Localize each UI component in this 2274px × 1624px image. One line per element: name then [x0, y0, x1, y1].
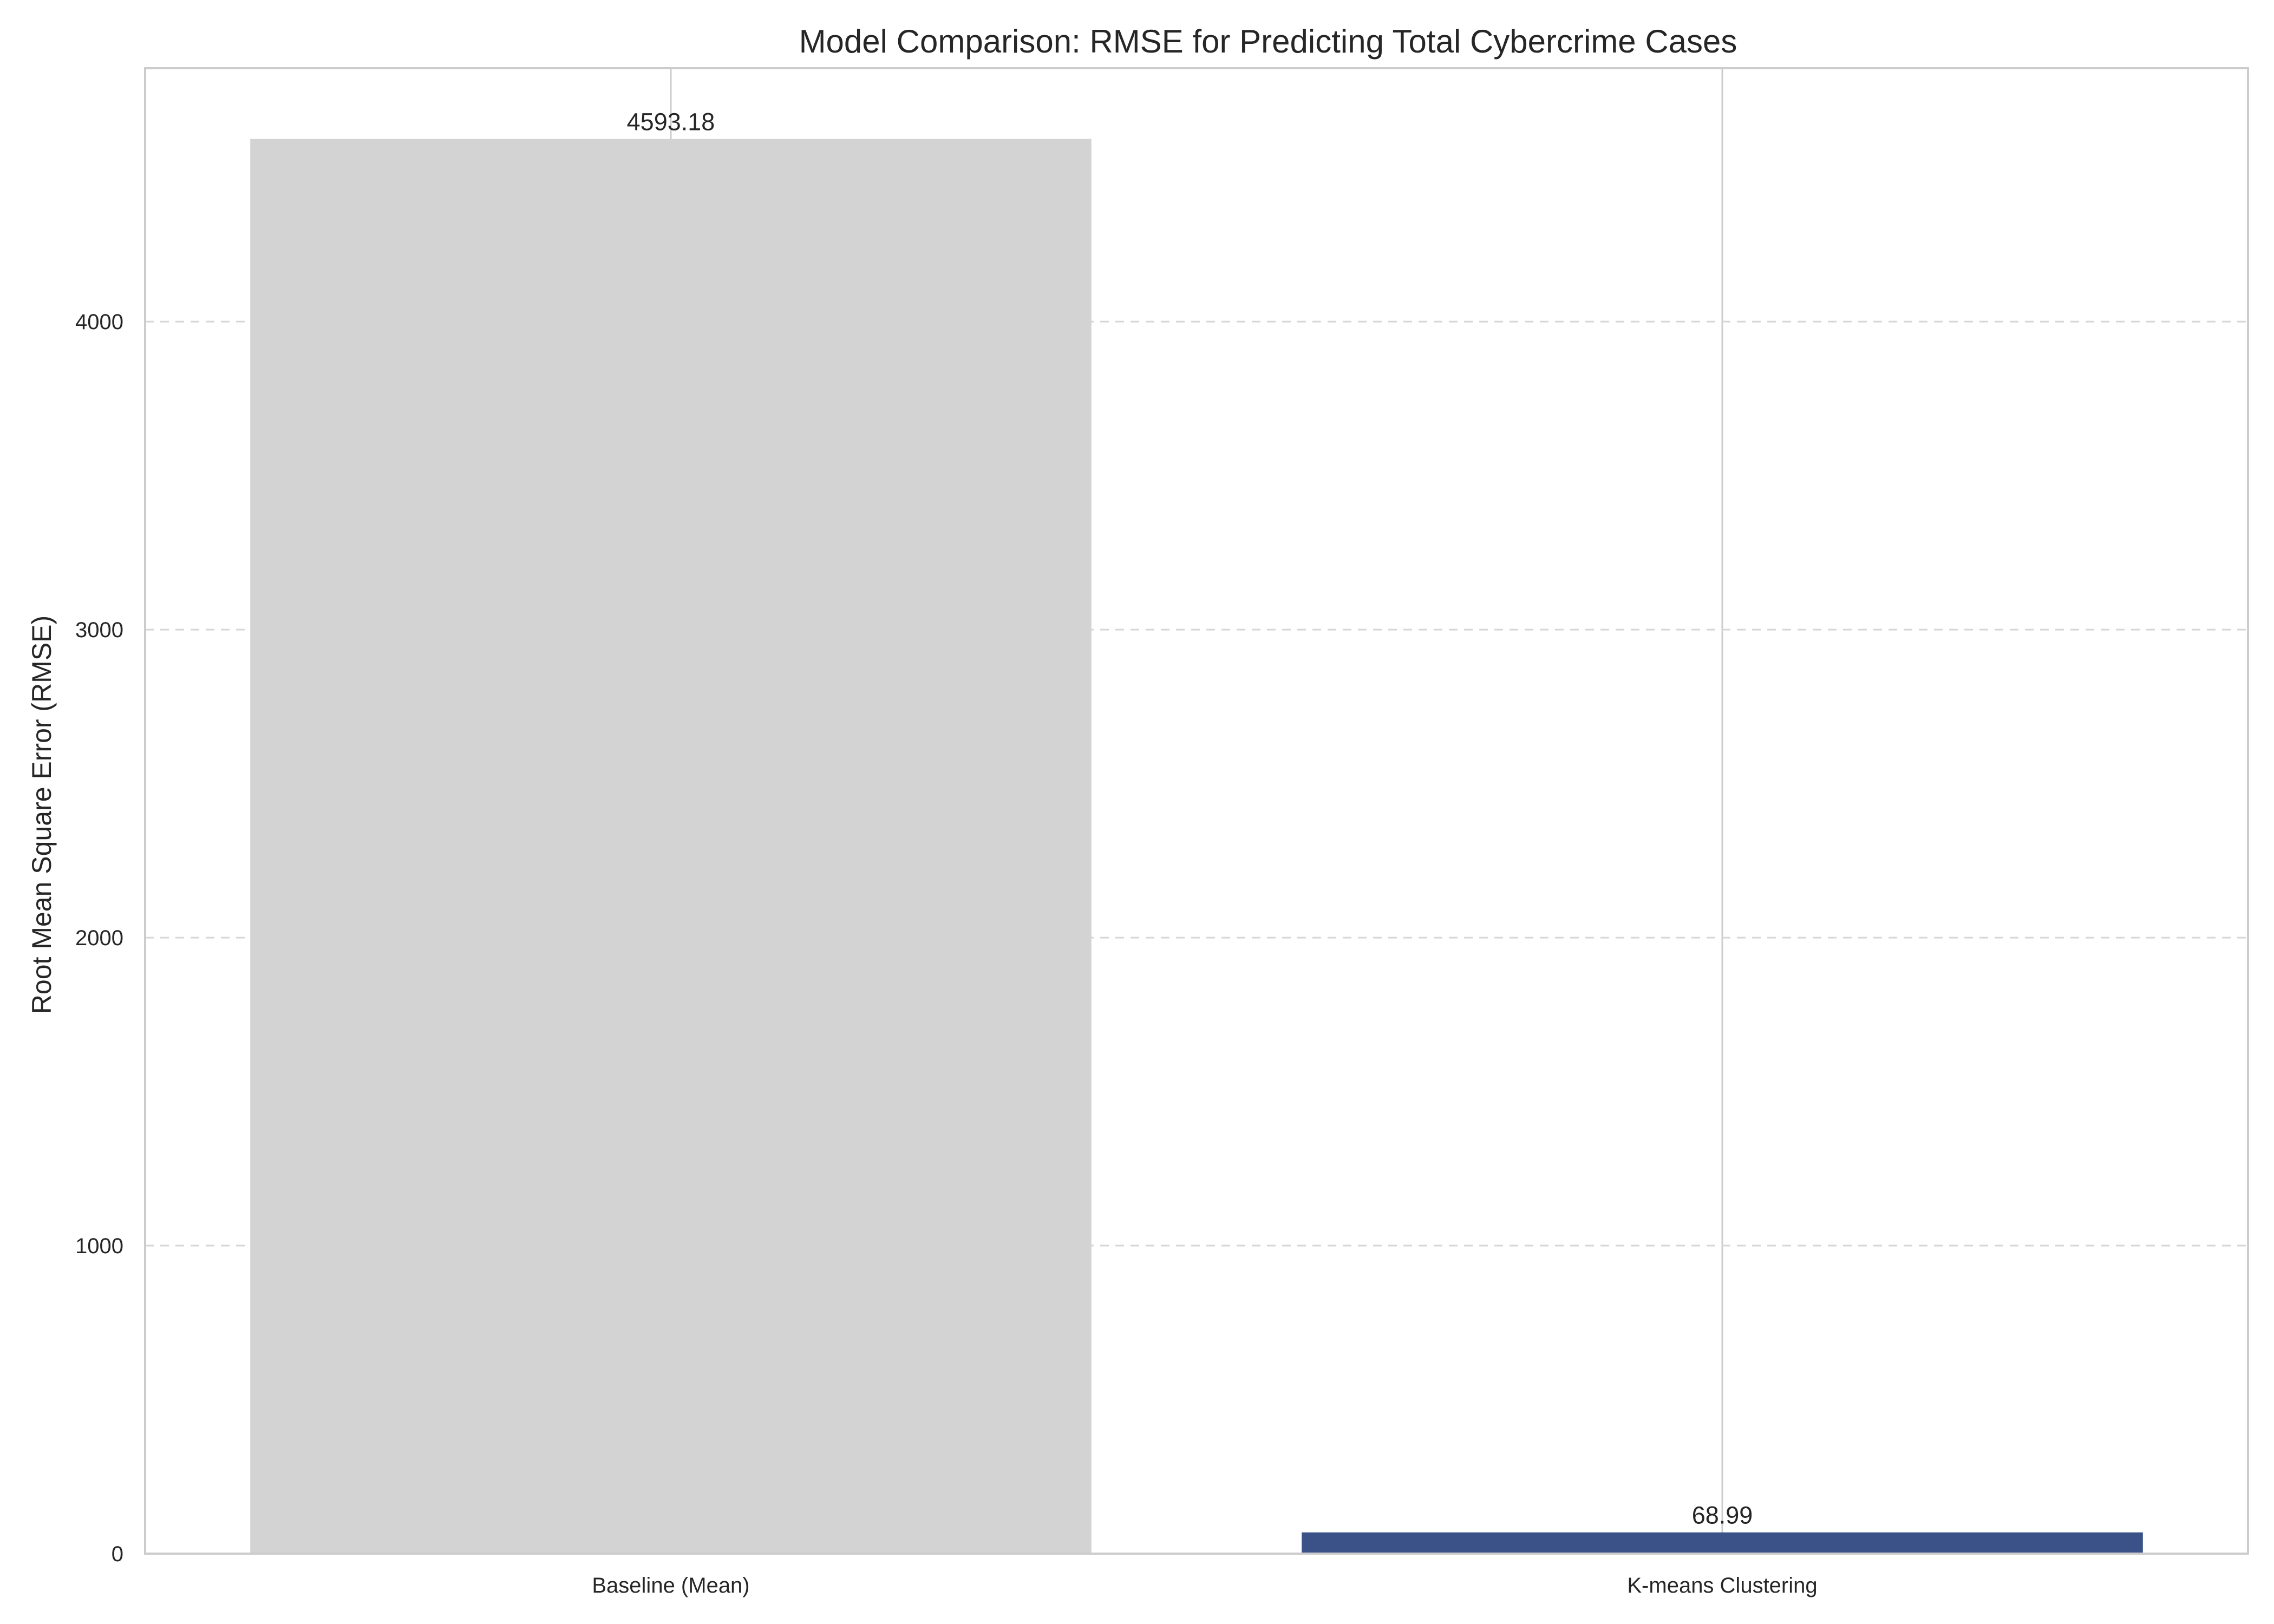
y-tick-label: 1000 [75, 1234, 123, 1258]
bar-value-label: 4593.18 [627, 108, 715, 136]
x-tick-label: Baseline (Mean) [592, 1574, 749, 1597]
bar [250, 139, 1092, 1554]
y-tick-label: 0 [112, 1542, 123, 1566]
data-labels: 4593.18 68.99 [627, 108, 1753, 1529]
x-tick-label: K-means Clustering [1627, 1574, 1817, 1597]
y-tick-label: 3000 [75, 618, 123, 642]
plot-frame [144, 67, 2249, 1555]
chart-title: Model Comparison: RMSE for Predicting To… [799, 23, 1737, 60]
ticks: 0 1000 2000 3000 4000 Baseline (Mean) K-means … [75, 310, 1818, 1597]
y-axis-label: Root Mean Square Error (RMSE) [27, 615, 57, 1014]
bars [250, 139, 2143, 1554]
bar [1302, 1532, 2143, 1554]
y-tick-label: 2000 [75, 926, 123, 950]
bar-value-label: 68.99 [1692, 1502, 1753, 1529]
y-tick-label: 4000 [75, 310, 123, 334]
